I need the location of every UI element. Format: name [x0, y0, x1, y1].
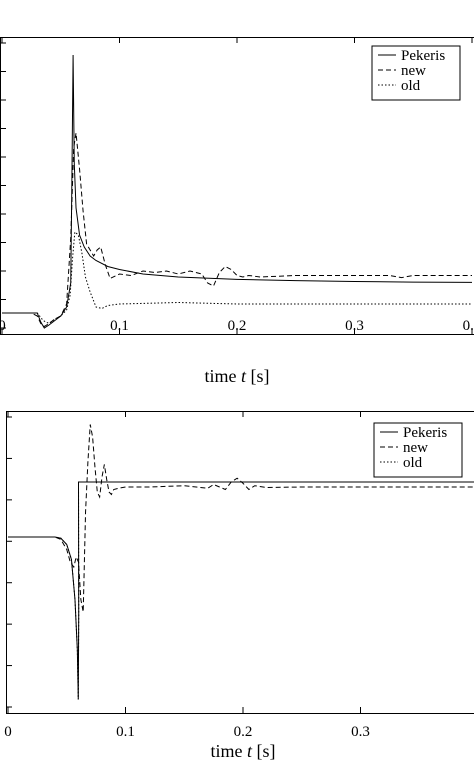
legend-label-old: old	[403, 455, 423, 471]
legend-label-pekeris: Pekeris	[403, 425, 447, 441]
x-tick-label: 0	[4, 724, 12, 740]
legend-label-new: new	[401, 63, 426, 79]
plot-frame	[6, 411, 474, 714]
legend-label-pekeris: Pekeris	[401, 48, 445, 64]
x-tick-label: 0.3	[345, 318, 364, 334]
x-axis-label: time t [s]	[210, 741, 275, 761]
x-tick-label: 0	[0, 318, 6, 334]
legend-label-new: new	[403, 440, 428, 456]
x-tick-label: 0.2	[228, 318, 247, 334]
x-tick-label: 0.1	[110, 318, 129, 334]
series-line-pekeris	[2, 54, 473, 329]
x-tick-label: 0.4	[463, 318, 474, 334]
x-axis-label: time t [s]	[204, 366, 269, 386]
series-line-new	[8, 424, 474, 613]
series-line-new	[2, 132, 472, 328]
x-tick-label: 0.1	[116, 724, 135, 740]
series-line-pekeris	[8, 481, 474, 700]
x-tick-label: 0.2	[234, 724, 253, 740]
legend-label-old: old	[401, 78, 421, 94]
x-tick-label: 0.3	[351, 724, 370, 740]
